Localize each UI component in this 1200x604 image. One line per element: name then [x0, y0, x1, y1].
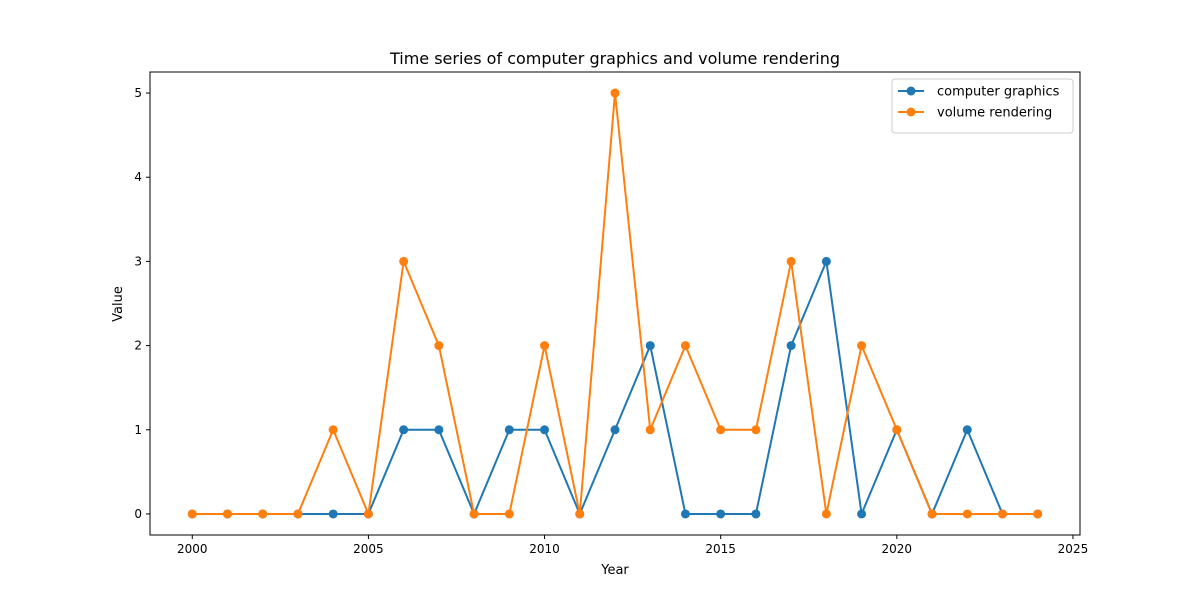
y-tick-label: 4: [134, 170, 142, 184]
data-point: [998, 509, 1007, 519]
axes-frame: [149, 71, 1081, 536]
x-axis-label: Year: [600, 563, 629, 578]
y-axis-label: Value: [111, 286, 126, 322]
data-point: [434, 425, 444, 435]
y-tick-label: 2: [134, 339, 142, 353]
data-point: [504, 425, 514, 435]
data-point: [680, 509, 690, 519]
data-point: [434, 341, 444, 351]
y-tick-label: 3: [134, 254, 142, 268]
legend-marker: [906, 86, 916, 96]
y-tick-label: 5: [134, 86, 142, 100]
data-point: [892, 425, 902, 435]
data-point: [962, 425, 972, 435]
x-tick-label: 2025: [1058, 542, 1089, 556]
series-line-1: [192, 260, 1038, 515]
data-point: [857, 509, 867, 519]
data-point: [821, 256, 831, 266]
legend-label: volume rendering: [937, 106, 1052, 121]
x-tick-label: 2020: [882, 542, 913, 556]
data-point: [187, 509, 197, 519]
data-point: [328, 509, 338, 519]
data-point: [716, 425, 726, 435]
legend-box: [891, 78, 1074, 134]
data-point: [962, 509, 972, 519]
data-point: [399, 425, 409, 435]
data-point: [716, 509, 726, 519]
data-point: [857, 341, 867, 351]
data-point: [504, 509, 514, 519]
data-point: [399, 256, 409, 266]
data-point: [610, 425, 620, 435]
series-line-2: [192, 92, 1038, 515]
data-point: [1033, 509, 1043, 519]
data-point: [223, 509, 232, 519]
data-point: [258, 509, 268, 519]
x-tick-label: 2005: [353, 542, 384, 556]
data-point: [751, 509, 761, 519]
data-point: [328, 425, 338, 435]
data-point: [540, 341, 550, 351]
x-tick-label: 2010: [529, 542, 560, 556]
plot-area: [149, 71, 1081, 536]
data-point: [575, 509, 585, 519]
legend-marker: [906, 107, 916, 117]
data-point: [751, 425, 761, 435]
data-point: [680, 341, 690, 351]
data-point: [821, 509, 831, 519]
chart-title: Time series of computer graphics and vol…: [389, 49, 840, 68]
data-point: [610, 88, 620, 98]
data-point: [293, 509, 303, 519]
data-point: [469, 509, 479, 519]
data-point: [645, 341, 655, 351]
y-tick-label: 1: [134, 423, 142, 437]
data-point: [786, 256, 796, 266]
data-point: [645, 425, 655, 435]
y-axis: 0 1 2 3 4 5: [134, 86, 150, 521]
y-tick-label: 0: [134, 507, 142, 521]
data-point: [927, 509, 937, 519]
legend: computer graphics volume rendering: [891, 78, 1074, 134]
data-point: [786, 341, 796, 351]
x-tick-label: 2000: [177, 542, 208, 556]
data-point: [363, 509, 373, 519]
data-point: [540, 425, 550, 435]
x-tick-label: 2015: [705, 542, 736, 556]
legend-label: computer graphics: [937, 85, 1060, 100]
x-axis: 2000 2005 2010 2015 2020 2025: [177, 535, 1088, 556]
